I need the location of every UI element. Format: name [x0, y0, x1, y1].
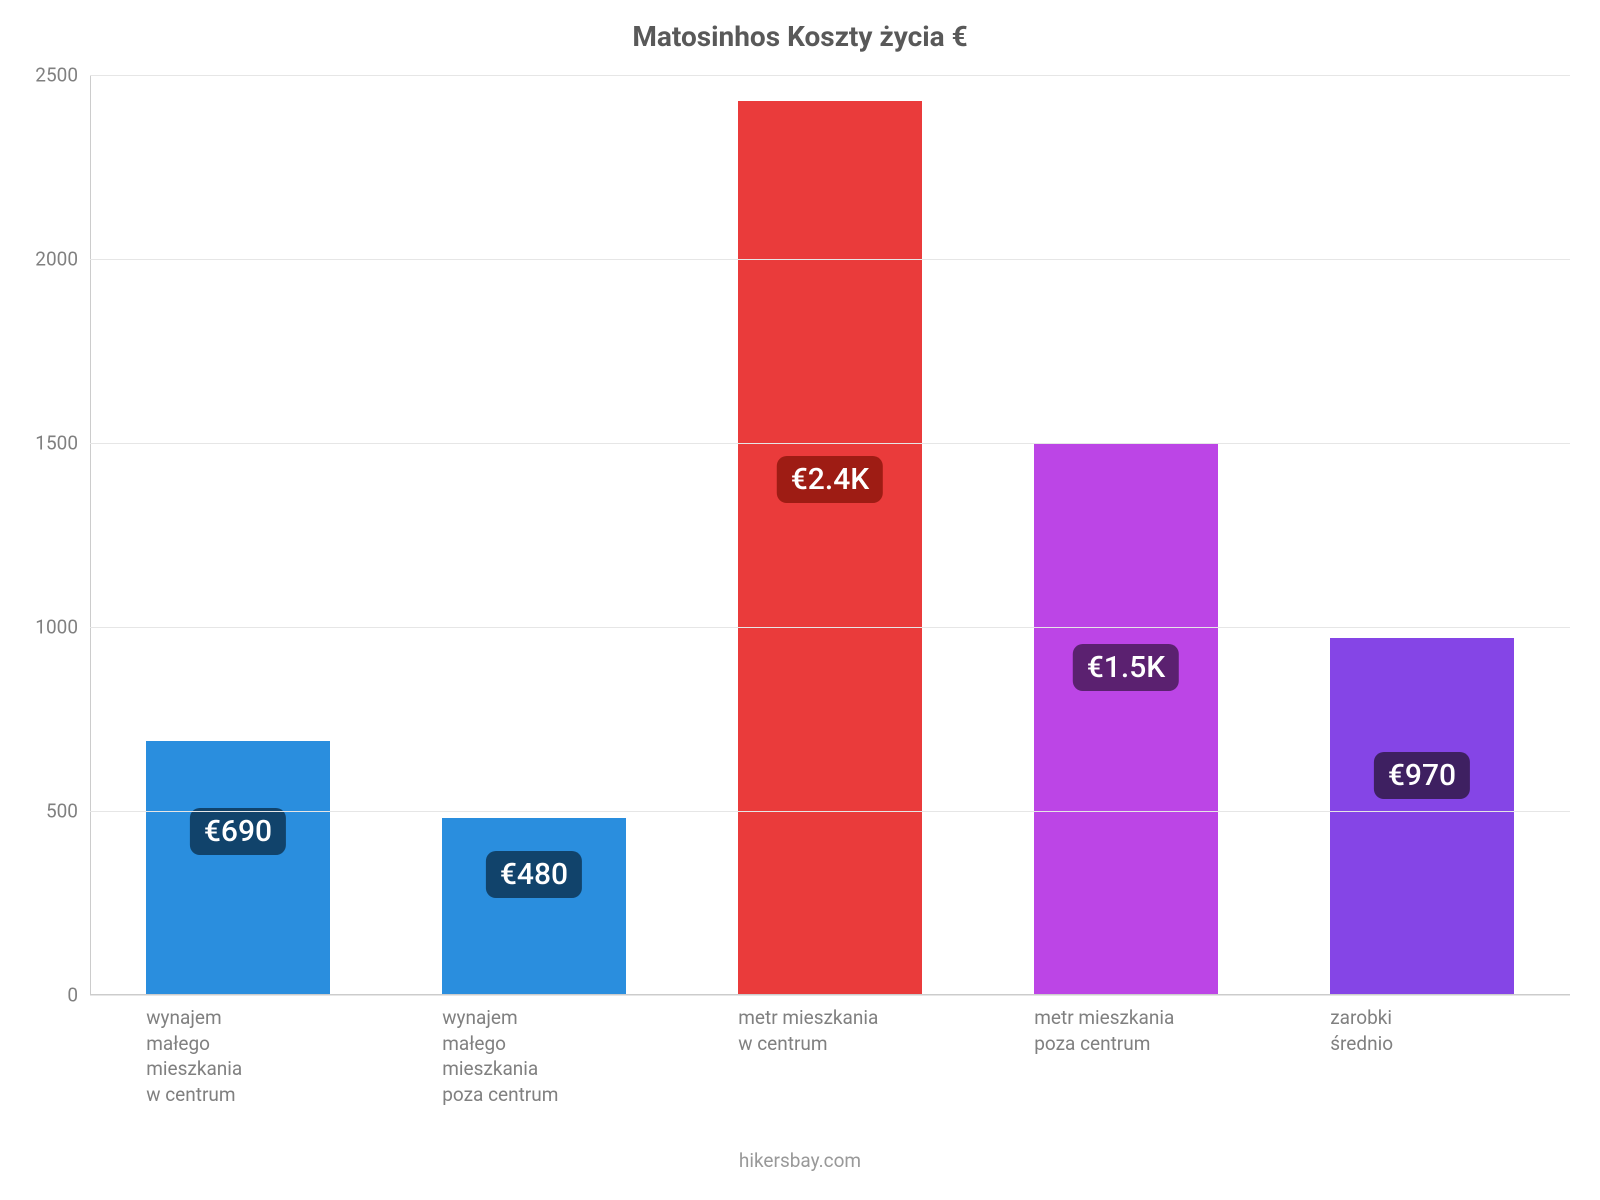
bar-value-label: €690 — [190, 808, 286, 855]
plot-area: €690€480€2.4K€1.5K€970 05001000150020002… — [90, 75, 1570, 995]
bar: €970 — [1330, 638, 1514, 995]
attribution: hikersbay.com — [0, 1149, 1600, 1172]
gridline — [90, 259, 1570, 260]
x-tick-label: metr mieszkania w centrum — [738, 1005, 922, 1056]
chart-title: Matosinhos Koszty życia € — [30, 20, 1570, 53]
chart-container: Matosinhos Koszty życia € €690€480€2.4K€… — [0, 0, 1600, 1200]
bar-value-label: €970 — [1374, 752, 1470, 799]
y-tick-label: 2000 — [35, 248, 90, 271]
bar: €2.4K — [738, 101, 922, 995]
x-tick-label: wynajem małego mieszkania poza centrum — [442, 1005, 626, 1108]
gridline — [90, 75, 1570, 76]
y-axis — [90, 75, 91, 995]
bar-value-label: €480 — [486, 851, 582, 898]
gridline — [90, 995, 1570, 996]
bars-group: €690 €480 €2.4K €1.5K €970 — [90, 75, 1570, 995]
bar: €690 — [146, 741, 330, 995]
bar: €480 — [442, 818, 626, 995]
bar-value-label: €1.5K — [1073, 644, 1179, 691]
y-tick-label: 0 — [67, 984, 90, 1007]
x-tick-label: wynajem małego mieszkania w centrum — [146, 1005, 330, 1108]
y-tick-label: 1000 — [35, 616, 90, 639]
gridline — [90, 811, 1570, 812]
bar-value-label: €2.4K — [777, 456, 883, 503]
gridline — [90, 443, 1570, 444]
y-tick-label: 2500 — [35, 64, 90, 87]
bar: €1.5K — [1034, 443, 1218, 995]
y-tick-label: 1500 — [35, 432, 90, 455]
y-tick-label: 500 — [46, 800, 90, 823]
x-tick-label: zarobki średnio — [1330, 1005, 1514, 1056]
x-tick-label: metr mieszkania poza centrum — [1034, 1005, 1218, 1056]
gridline — [90, 627, 1570, 628]
